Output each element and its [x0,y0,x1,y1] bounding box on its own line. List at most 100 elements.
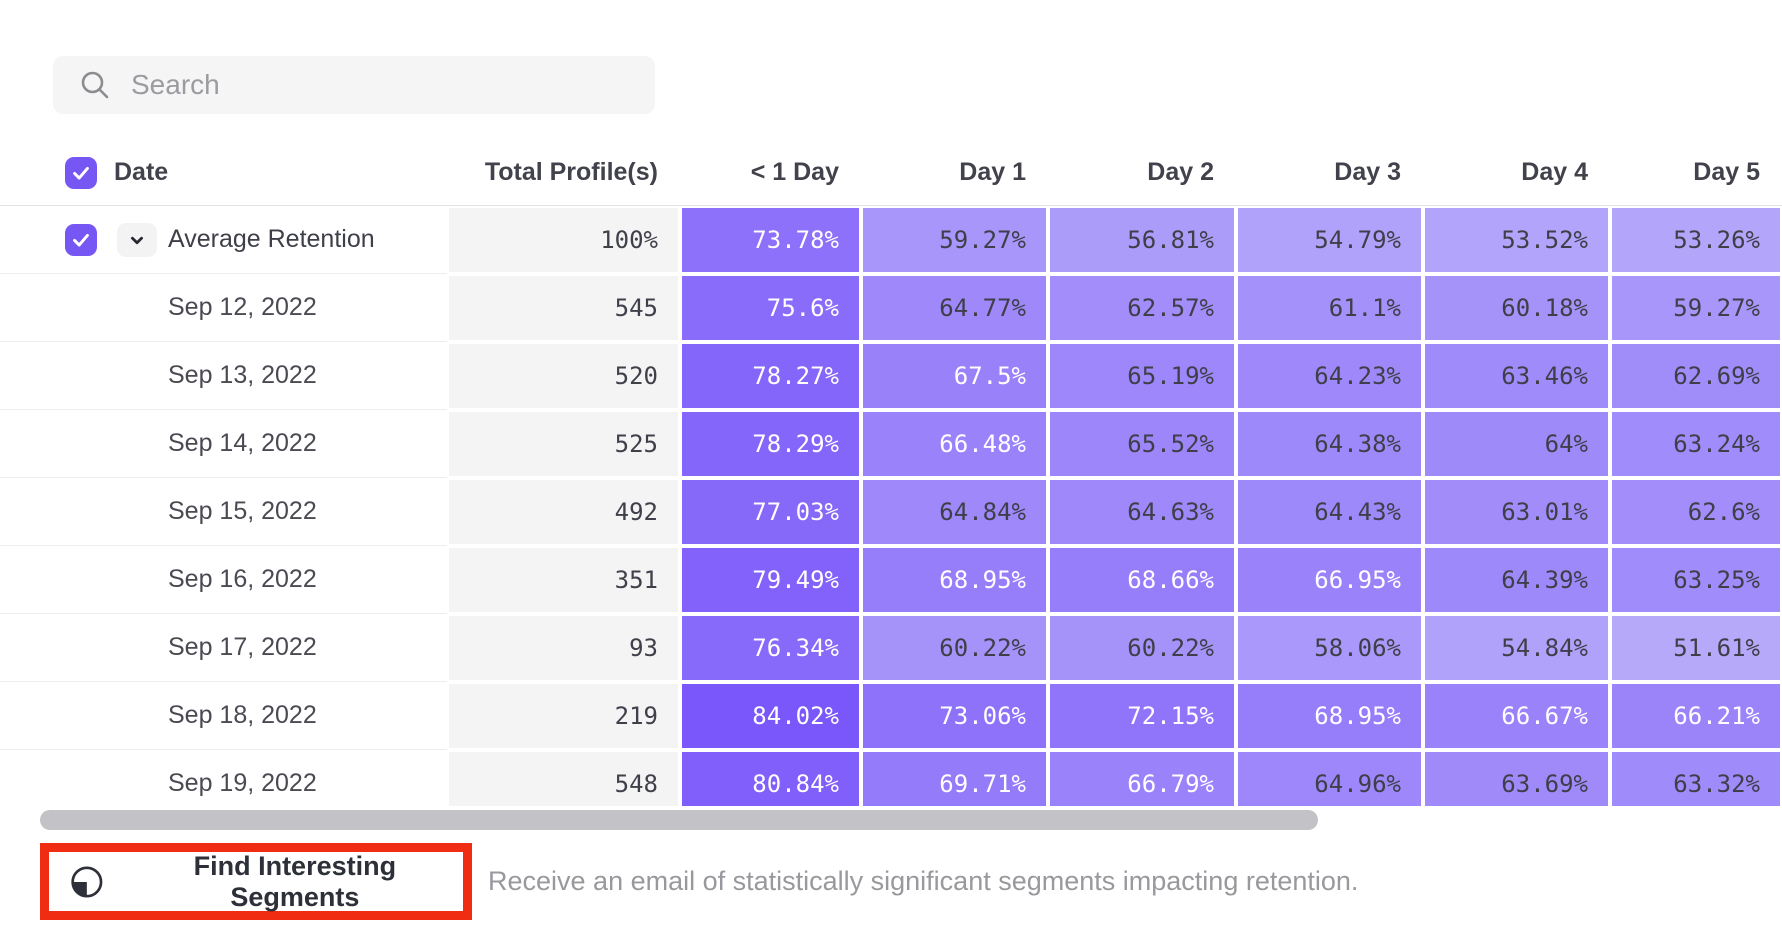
check-icon [73,233,89,247]
average-retention-label: Average Retention [168,225,375,253]
retention-value-cell[interactable]: 63.24% [1610,410,1782,478]
cohort-date-label: Sep 12, 2022 [0,274,447,342]
retention-value-cell[interactable]: 62.69% [1610,342,1782,410]
retention-value-cell[interactable]: 63.01% [1423,478,1610,546]
total-profiles-cell: 219 [447,682,680,750]
retention-value-cell[interactable]: 64.39% [1423,546,1610,614]
table-row: Sep 18, 2022 219 84.02% 73.06% 72.15% 68.95% 6… [0,682,1782,750]
search-input[interactable] [131,69,611,101]
total-profiles-cell: 100% [447,206,680,274]
retention-value-cell[interactable]: 66.48% [861,410,1048,478]
retention-value-cell[interactable]: 67.5% [861,342,1048,410]
horizontal-scrollbar-thumb[interactable] [40,810,1318,830]
retention-value-cell[interactable]: 60.22% [1048,614,1236,682]
select-all-checkbox[interactable] [65,156,97,189]
column-header-date-cell: Date [0,140,447,205]
retention-value-cell[interactable]: 64.43% [1236,478,1423,546]
column-header-total-profiles: Total Profile(s) [484,158,658,186]
total-profiles-cell: 525 [447,410,680,478]
total-profiles-cell: 93 [447,614,680,682]
table-row: Sep 13, 2022 520 78.27% 67.5% 65.19% 64.23% 63… [0,342,1782,410]
retention-value-cell[interactable]: 66.67% [1423,682,1610,750]
retention-value-cell[interactable]: 59.27% [1610,274,1782,342]
retention-value-cell[interactable]: 68.95% [1236,682,1423,750]
retention-value-cell[interactable]: 63.25% [1610,546,1782,614]
expand-collapse-button[interactable] [117,222,157,257]
retention-value-cell[interactable]: 62.6% [1610,478,1782,546]
retention-value-cell[interactable]: 64.63% [1048,478,1236,546]
table-row-average-retention: Average Retention 100% 73.78% 59.27% 56.81% 5… [0,206,1782,274]
table-row: Sep 17, 2022 93 76.34% 60.22% 60.22% 58.06% 54… [0,614,1782,682]
table-header: Date Total Profile(s) < 1 Day Day 1 Day … [0,140,1782,206]
retention-value-cell[interactable]: 66.21% [1610,682,1782,750]
retention-value-cell[interactable]: 54.84% [1423,614,1610,682]
retention-value-cell[interactable]: 64.84% [861,478,1048,546]
search-icon [81,71,109,99]
retention-value-cell[interactable]: 78.29% [680,410,861,478]
retention-value-cell[interactable]: 59.27% [861,206,1048,274]
column-header-lt-1-day: < 1 Day [750,158,839,186]
retention-value-cell[interactable]: 79.49% [680,546,861,614]
total-profiles-cell: 545 [447,274,680,342]
average-retention-cell: Average Retention [0,206,447,274]
retention-value-cell[interactable]: 66.95% [1236,546,1423,614]
column-header-day-4: Day 4 [1521,158,1588,186]
retention-value-cell[interactable]: 72.15% [1048,682,1236,750]
retention-value-cell[interactable]: 56.81% [1048,206,1236,274]
retention-value-cell[interactable]: 65.19% [1048,342,1236,410]
retention-value-cell[interactable]: 58.06% [1236,614,1423,682]
retention-value-cell[interactable]: 84.02% [680,682,861,750]
table-body: Average Retention 100% 73.78% 59.27% 56.81% 5… [0,206,1782,818]
retention-value-cell[interactable]: 61.1% [1236,274,1423,342]
cohort-date-label: Sep 17, 2022 [0,614,447,682]
footer-description: Receive an email of statistically signif… [488,866,1359,896]
retention-value-cell[interactable]: 77.03% [680,478,861,546]
table-row: Sep 16, 2022 351 79.49% 68.95% 68.66% 66.95% 6… [0,546,1782,614]
check-icon [73,166,89,180]
retention-value-cell[interactable]: 63.46% [1423,342,1610,410]
table-row: Sep 15, 2022 492 77.03% 64.84% 64.63% 64.43% 6… [0,478,1782,546]
annotation-highlight-box: Find Interesting Segments [40,843,472,920]
cohort-date-label: Sep 18, 2022 [0,682,447,750]
horizontal-scrollbar[interactable] [0,806,1782,832]
table-row: Sep 12, 2022 545 75.6% 64.77% 62.57% 61.1% 60.… [0,274,1782,342]
retention-value-cell[interactable]: 62.57% [1048,274,1236,342]
find-interesting-segments-label: Find Interesting Segments [193,850,397,912]
total-profiles-cell: 520 [447,342,680,410]
retention-value-cell[interactable]: 53.26% [1610,206,1782,274]
retention-value-cell[interactable]: 73.06% [861,682,1048,750]
find-interesting-segments-button[interactable]: Find Interesting Segments [49,851,463,913]
retention-value-cell[interactable]: 73.78% [680,206,861,274]
retention-value-cell[interactable]: 53.52% [1423,206,1610,274]
retention-value-cell[interactable]: 51.61% [1610,614,1782,682]
retention-value-cell[interactable]: 75.6% [680,274,861,342]
search-bar [53,56,655,114]
retention-value-cell[interactable]: 76.34% [680,614,861,682]
column-header-date: Date [114,158,169,186]
retention-value-cell[interactable]: 64.38% [1236,410,1423,478]
cohort-date-label: Sep 16, 2022 [0,546,447,614]
retention-value-cell[interactable]: 60.18% [1423,274,1610,342]
column-header-day-5: Day 5 [1693,158,1760,186]
column-header-day-3: Day 3 [1334,158,1401,186]
table-row: Sep 14, 2022 525 78.29% 66.48% 65.52% 64.38% 6… [0,410,1782,478]
cohort-date-label: Sep 15, 2022 [0,478,447,546]
retention-value-cell[interactable]: 64.77% [861,274,1048,342]
retention-value-cell[interactable]: 78.27% [680,342,861,410]
column-header-day-2: Day 2 [1147,158,1214,186]
retention-value-cell[interactable]: 64% [1423,410,1610,478]
average-retention-checkbox[interactable] [65,223,97,256]
retention-value-cell[interactable]: 68.66% [1048,546,1236,614]
retention-value-cell[interactable]: 65.52% [1048,410,1236,478]
retention-value-cell[interactable]: 60.22% [861,614,1048,682]
chevron-down-icon [131,236,143,244]
total-profiles-cell: 492 [447,478,680,546]
retention-value-cell[interactable]: 54.79% [1236,206,1423,274]
retention-value-cell[interactable]: 68.95% [861,546,1048,614]
segments-icon [71,865,103,898]
retention-value-cell[interactable]: 64.23% [1236,342,1423,410]
footer: Find Interesting Segments Receive an ema… [0,843,1782,920]
cohort-date-label: Sep 13, 2022 [0,342,447,410]
column-header-day-1: Day 1 [959,158,1026,186]
